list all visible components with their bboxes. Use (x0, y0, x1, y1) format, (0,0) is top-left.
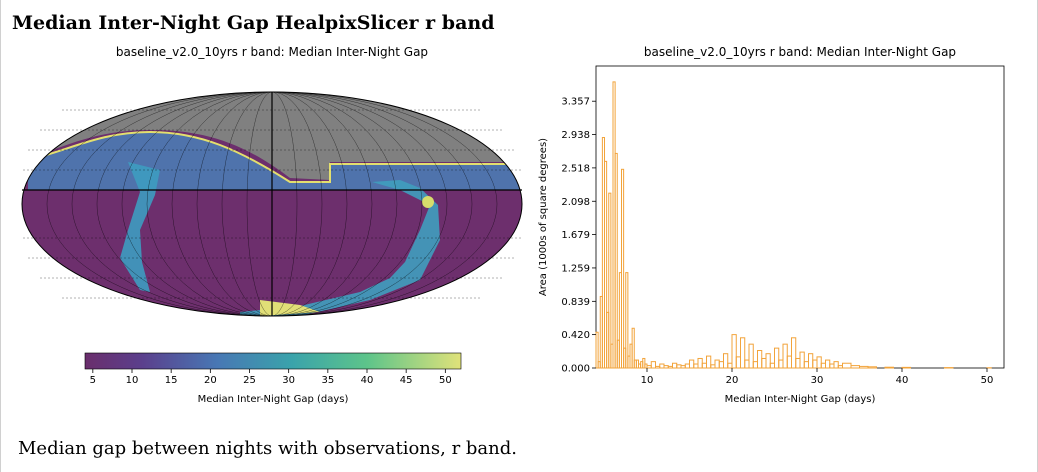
colorbar-tick-label: 50 (439, 375, 452, 386)
colorbar-tick-label: 5 (90, 375, 96, 386)
hist-bar (621, 168, 625, 369)
colorbar-label: Median Inter-Night Gap (days) (198, 394, 349, 405)
hist-bar (740, 337, 746, 369)
map-coverage-edge (27, 130, 520, 183)
hist-bar (774, 347, 780, 369)
colorbar-tick-label: 40 (361, 375, 374, 386)
hist-ylabel: Area (1000s of square degrees) (538, 138, 549, 296)
colorbar-tick-label: 45 (400, 375, 413, 386)
hist-bar (867, 366, 877, 369)
hist-xtick-label: 40 (896, 375, 909, 386)
hist-ytick-label: 1.259 (561, 263, 590, 274)
hist-ytick-label: 0.420 (561, 330, 590, 341)
hist-ytick-label: 2.518 (561, 163, 590, 174)
hist-bar (631, 327, 635, 369)
caption: Median gap between nights with observati… (18, 438, 517, 459)
hist-ytick-label: 0.000 (561, 364, 590, 375)
sky-map-chart: baseline_v2.0_10yrs r band: Median Inter… (21, 45, 523, 405)
colorbar-tick-label: 30 (282, 375, 295, 386)
colorbar (84, 352, 462, 370)
hist-bar (642, 357, 646, 369)
map-hotspot (422, 196, 434, 208)
hist-bar (833, 361, 839, 369)
hist-bar (723, 353, 729, 369)
hist-ytick-label: 0.839 (561, 297, 590, 308)
colorbar-tick-label: 10 (126, 375, 139, 386)
hist-xlabel: Median Inter-Night Gap (days) (725, 394, 876, 405)
hist-ytick-label: 2.098 (561, 197, 590, 208)
hist-plot-area (595, 65, 1005, 369)
hist-yticks: 0.000 0.420 0.839 1.259 1.679 2.098 2.518 2.938… (561, 97, 596, 375)
hist-bar (595, 331, 599, 369)
colorbar-tick-label: 20 (204, 375, 217, 386)
colorbar-tick-label: 35 (321, 375, 334, 386)
hist-xticks: 10 20 30 40 50 (641, 368, 994, 386)
hist-bar (765, 353, 771, 369)
map-outline (21, 91, 523, 317)
hist-bar (614, 152, 618, 369)
colorbar-tick-label: 15 (165, 375, 178, 386)
hist-bars (595, 81, 992, 369)
map-galactic-plane-west (120, 162, 160, 292)
hist-ytick-label: 2.938 (561, 130, 590, 141)
hist-xtick-label: 10 (641, 375, 654, 386)
page-heading: Median Inter-Night Gap HealpixSlicer r b… (12, 12, 495, 34)
colorbar-tick-label: 25 (243, 375, 256, 386)
colorbar-ticks: 5 10 15 20 25 30 35 40 45 50 (90, 369, 452, 386)
hist-bar (791, 337, 797, 369)
map-title: baseline_v2.0_10yrs r band: Median Inter… (116, 45, 428, 59)
hist-bar (901, 366, 911, 369)
hist-bar (884, 366, 894, 369)
hist-bar (748, 343, 754, 369)
hist-bar (608, 192, 612, 369)
hist-xtick-label: 50 (981, 375, 994, 386)
hist-bar (816, 356, 822, 369)
hist-bar (625, 272, 629, 369)
hist-ytick-label: 3.357 (561, 97, 590, 108)
hist-xtick-label: 20 (726, 375, 739, 386)
hist-bar (650, 361, 656, 369)
hist-xtick-label: 30 (811, 375, 824, 386)
hist-ytick-label: 1.679 (561, 230, 590, 241)
hist-title: baseline_v2.0_10yrs r band: Median Inter… (644, 45, 956, 59)
hist-bar (799, 351, 805, 369)
hist-bar (604, 160, 608, 369)
hist-bar (706, 355, 712, 369)
hist-bar (731, 334, 737, 369)
map-galactic-plane-east (240, 180, 440, 316)
histogram-chart: baseline_v2.0_10yrs r band: Median Inter… (538, 45, 1005, 405)
